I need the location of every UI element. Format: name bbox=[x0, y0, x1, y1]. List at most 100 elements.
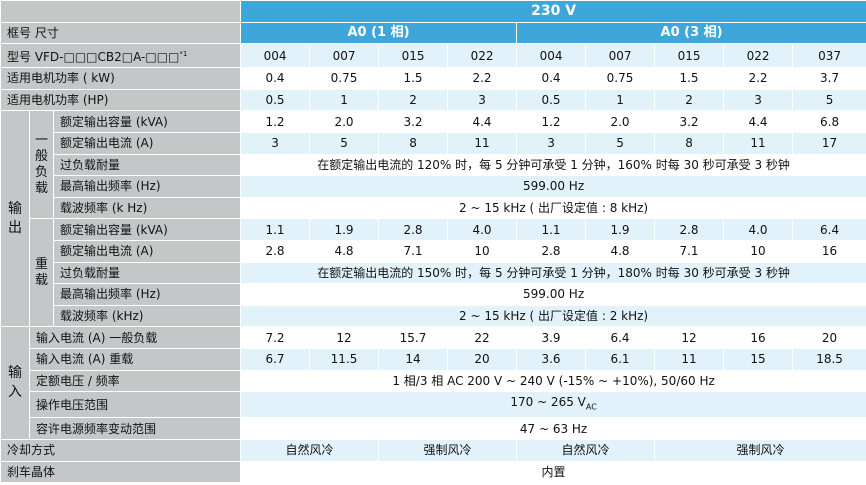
input-rated-row: 定额电压 / 频率 1 相/3 相 AC 200 V ~ 240 V (-15%… bbox=[1, 369, 866, 393]
value-cell: 10 bbox=[447, 239, 518, 263]
cooling-natural-3: 自然风冷 bbox=[516, 439, 656, 462]
value-cell: 1.2 bbox=[516, 110, 587, 133]
value-cell: 18.5 bbox=[792, 347, 866, 371]
kva-label: 额定输出容量 (kVA) bbox=[52, 110, 242, 133]
value-cell: 4.0 bbox=[447, 218, 518, 241]
model-row: 型号 VFD-□□□CB2□A-□□□*1 004 007 015 022 00… bbox=[0, 43, 866, 69]
output-normal-carrier-row: 载波频率 (k Hz) 2 ~ 15 kHz ( 出厂设定值 : 8 kHz) bbox=[1, 196, 866, 220]
brake-row: 刹车晶体 内置 bbox=[0, 460, 866, 484]
value-cell: 10 bbox=[723, 239, 794, 263]
overload-label: 过负载耐量 bbox=[52, 261, 242, 285]
overload-label: 过负载耐量 bbox=[52, 153, 242, 177]
value-cell: 2.8 bbox=[654, 218, 725, 241]
input-heavy-current-label: 输入电流 (A) 重载 bbox=[28, 347, 242, 371]
value-cell: 15.7 bbox=[378, 326, 449, 349]
maxfreq-label: 最高输出频率 (Hz) bbox=[52, 283, 242, 306]
model-cell: 037 bbox=[792, 43, 866, 69]
value-cell: 8 bbox=[654, 131, 725, 155]
brake-value: 内置 bbox=[240, 460, 866, 484]
value-cell: 7.1 bbox=[654, 239, 725, 263]
value-cell: 3 bbox=[240, 131, 311, 155]
value-cell: 2.2 bbox=[723, 67, 794, 90]
value-cell: 5 bbox=[792, 88, 866, 112]
maxfreq-value: 599.00 Hz bbox=[240, 175, 866, 198]
value-cell: 1.9 bbox=[585, 218, 656, 241]
amps-label: 额定输出电流 (A) bbox=[52, 239, 242, 263]
value-cell: 4.8 bbox=[585, 239, 656, 263]
cooling-forced-1: 强制风冷 bbox=[378, 439, 518, 462]
value-cell: 4.4 bbox=[447, 110, 518, 133]
frame-a0-1phase: A0 (1 相) bbox=[240, 21, 518, 45]
value-cell: 6.8 bbox=[792, 110, 866, 133]
amps-label: 额定输出电流 (A) bbox=[52, 131, 242, 155]
output-normal-maxfreq-row: 最高输出频率 (Hz) 599.00 Hz bbox=[1, 175, 866, 198]
value-cell: 1 bbox=[309, 88, 380, 112]
value-cell: 3.6 bbox=[516, 347, 587, 371]
model-label: 型号 VFD-□□□CB2□A-□□□*1 bbox=[0, 43, 242, 69]
value-cell: 2.2 bbox=[447, 67, 518, 90]
input-group-label: 输入 bbox=[0, 326, 30, 441]
voltage-row: 230 V bbox=[0, 0, 866, 23]
hp-label: 适用电机功率 (HP) bbox=[0, 88, 242, 112]
input-normal-current-label: 输入电流 (A) 一般负载 bbox=[28, 326, 242, 349]
value-cell: 3.7 bbox=[792, 67, 866, 90]
value-cell: 3 bbox=[447, 88, 518, 112]
model-cell: 004 bbox=[516, 43, 587, 69]
value-cell: 1 bbox=[585, 88, 656, 112]
value-cell: 3 bbox=[723, 88, 794, 112]
voltage-header: 230 V bbox=[240, 0, 866, 23]
value-cell: 0.75 bbox=[309, 67, 380, 90]
value-cell: 1.5 bbox=[378, 67, 449, 90]
freq-range-value: 47 ~ 63 Hz bbox=[240, 417, 866, 441]
rated-value: 1 相/3 相 AC 200 V ~ 240 V (-15% ~ +10%), … bbox=[240, 369, 866, 393]
value-cell: 6.7 bbox=[240, 347, 311, 371]
value-cell: 6.4 bbox=[792, 218, 866, 241]
maxfreq-label: 最高输出频率 (Hz) bbox=[52, 175, 242, 198]
brake-label: 刹车晶体 bbox=[0, 460, 242, 484]
value-cell: 7.1 bbox=[378, 239, 449, 263]
input-heavy-current-row: 输入电流 (A) 重载 6.7 11.5 14 20 3.6 6.1 11 15… bbox=[1, 347, 866, 371]
value-cell: 12 bbox=[309, 326, 380, 349]
value-cell: 14 bbox=[378, 347, 449, 371]
input-oprange-row: 操作电压范围 170 ~ 265 VAC bbox=[1, 391, 866, 419]
hp-row: 适用电机功率 (HP) 0.5 1 2 3 0.5 1 2 3 5 bbox=[0, 88, 866, 112]
value-cell: 16 bbox=[792, 239, 866, 263]
output-normal-amps-row: 额定输出电流 (A) 3 5 8 11 3 5 8 11 17 bbox=[1, 131, 866, 155]
output-heavy-amps-row: 额定输出电流 (A) 2.8 4.8 7.1 10 2.8 4.8 7.1 10… bbox=[1, 239, 866, 263]
normal-duty-label: 一般负载 bbox=[29, 110, 54, 220]
value-cell: 16 bbox=[723, 326, 794, 349]
value-cell: 1.2 bbox=[240, 110, 311, 133]
value-cell: 6.1 bbox=[585, 347, 656, 371]
value-cell: 3.2 bbox=[654, 110, 725, 133]
op-range-label: 操作电压范围 bbox=[28, 391, 242, 419]
value-cell: 1.1 bbox=[240, 218, 311, 241]
value-cell: 4.0 bbox=[723, 218, 794, 241]
output-normal-overload-row: 过负载耐量 在额定输出电流的 120% 时，每 5 分钟可承受 1 分钟，160… bbox=[1, 153, 866, 177]
value-cell: 2.8 bbox=[240, 239, 311, 263]
value-cell: 5 bbox=[585, 131, 656, 155]
carrier-label: 载波频率 (kHz) bbox=[52, 304, 242, 328]
value-cell: 15 bbox=[723, 347, 794, 371]
value-cell: 20 bbox=[447, 347, 518, 371]
output-heavy-maxfreq-row: 最高输出频率 (Hz) 599.00 Hz bbox=[1, 283, 866, 306]
frame-a0-3phase: A0 (3 相) bbox=[516, 21, 866, 45]
output-heavy-overload-row: 过负载耐量 在额定输出电流的 150% 时，每 5 分钟可承受 1 分钟，180… bbox=[1, 261, 866, 285]
cooling-row: 冷却方式 自然风冷 强制风冷 自然风冷 强制风冷 bbox=[0, 439, 866, 462]
value-cell: 12 bbox=[654, 326, 725, 349]
freq-range-label: 容许电源频率变动范围 bbox=[28, 417, 242, 441]
carrier-label: 载波频率 (k Hz) bbox=[52, 196, 242, 220]
value-cell: 0.4 bbox=[516, 67, 587, 90]
kw-label: 适用电机功率 ( kW) bbox=[0, 67, 242, 90]
value-cell: 11.5 bbox=[309, 347, 380, 371]
value-cell: 3.2 bbox=[378, 110, 449, 133]
value-cell: 2.8 bbox=[378, 218, 449, 241]
output-heavy-carrier-row: 载波频率 (kHz) 2 ~ 15 kHz ( 出厂设定值 : 2 kHz) bbox=[1, 304, 866, 328]
value-cell: 1.1 bbox=[516, 218, 587, 241]
output-heavy-kva-row: 重载 额定输出容量 (kVA) 1.1 1.9 2.8 4.0 1.1 1.9 … bbox=[1, 218, 866, 328]
output-group-label: 输出 bbox=[0, 110, 30, 328]
value-cell: 11 bbox=[723, 131, 794, 155]
value-cell: 1.9 bbox=[309, 218, 380, 241]
rated-label: 定额电压 / 频率 bbox=[28, 369, 242, 393]
value-cell: 2.8 bbox=[516, 239, 587, 263]
